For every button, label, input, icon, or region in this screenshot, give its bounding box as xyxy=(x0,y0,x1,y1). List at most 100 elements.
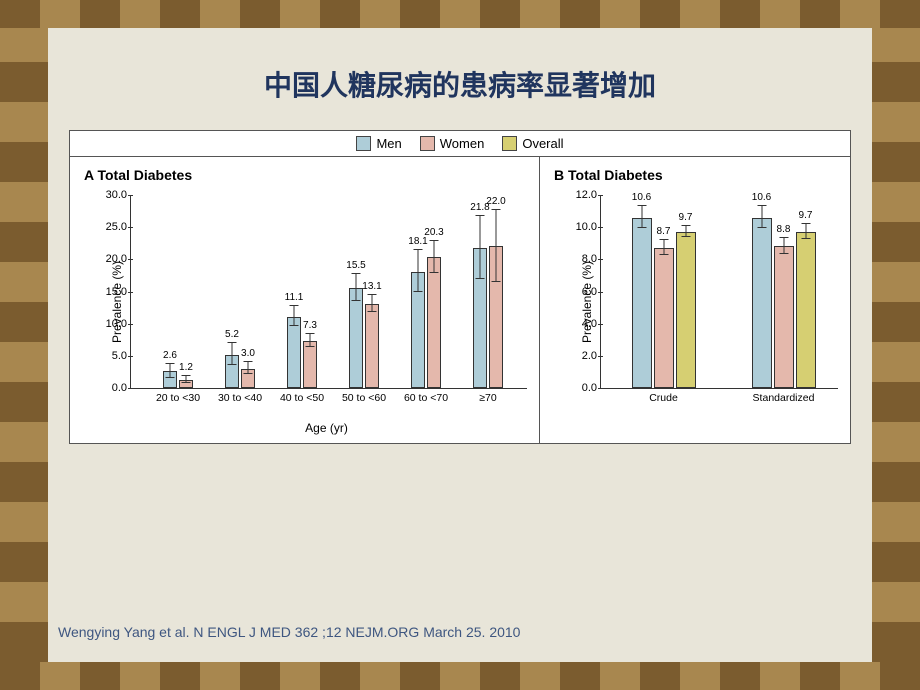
bar: 8.8 xyxy=(774,246,794,388)
x-tick-label: 20 to <30 xyxy=(156,388,200,404)
panels-row: A Total Diabetes Prevalence (%) 0.05.010… xyxy=(70,157,850,443)
bar-group: 5.23.0 xyxy=(220,355,260,388)
error-bar xyxy=(641,205,642,228)
error-bar xyxy=(372,294,373,312)
bar-group: 21.822.0 xyxy=(468,246,508,388)
legend-item-overall: Overall xyxy=(502,136,563,151)
bar-value-label: 8.8 xyxy=(777,224,791,235)
y-tick: 12.0 xyxy=(561,189,597,201)
bar: 5.2 xyxy=(225,355,239,388)
error-bar xyxy=(480,215,481,279)
y-tick: 2.0 xyxy=(561,350,597,362)
bar: 15.5 xyxy=(349,288,363,388)
y-tick: 8.0 xyxy=(561,253,597,265)
y-tick: 4.0 xyxy=(561,318,597,330)
bar: 10.6 xyxy=(632,218,652,388)
error-bar xyxy=(805,223,806,239)
error-bar xyxy=(418,249,419,293)
panel-a-chart: Prevalence (%) 0.05.010.015.020.025.030.… xyxy=(80,187,533,417)
legend-label-men: Men xyxy=(376,136,401,151)
y-tick: 20.0 xyxy=(91,253,127,265)
bar-value-label: 10.6 xyxy=(752,192,771,203)
x-tick-label: Crude xyxy=(649,388,678,404)
panel-a-xlabel: Age (yr) xyxy=(120,421,533,435)
y-tick: 0.0 xyxy=(561,382,597,394)
bar-value-label: 22.0 xyxy=(486,196,505,207)
bar: 7.3 xyxy=(303,341,317,388)
bar-value-label: 9.7 xyxy=(679,212,693,223)
y-tick: 30.0 xyxy=(91,189,127,201)
panel-b-ylabel: Prevalence (%) xyxy=(580,261,594,343)
panel-a-ylabel: Prevalence (%) xyxy=(110,261,124,343)
error-bar xyxy=(232,342,233,365)
legend-label-overall: Overall xyxy=(522,136,563,151)
error-bar xyxy=(434,240,435,273)
error-bar xyxy=(783,237,784,253)
slide-title: 中国人糖尿病的患病率显著增加 xyxy=(58,64,862,104)
x-tick-label: 60 to <70 xyxy=(404,388,448,404)
bar-value-label: 7.3 xyxy=(303,320,317,331)
figure-container: Men Women Overall A Total Diabetes Preva… xyxy=(69,130,851,444)
panel-a-plot: 0.05.010.015.020.025.030.02.61.220 to <3… xyxy=(130,195,527,389)
y-tick: 6.0 xyxy=(561,286,597,298)
bar-value-label: 13.1 xyxy=(362,281,381,292)
bar: 3.0 xyxy=(241,369,255,388)
bar-value-label: 3.0 xyxy=(241,348,255,359)
bar: 22.0 xyxy=(489,246,503,388)
error-bar xyxy=(248,361,249,374)
bar: 8.7 xyxy=(654,248,674,388)
bar-value-label: 10.6 xyxy=(632,192,651,203)
error-bar xyxy=(685,225,686,238)
y-tick: 0.0 xyxy=(91,382,127,394)
bar-group: 10.68.79.7 xyxy=(624,218,704,388)
legend-item-women: Women xyxy=(420,136,485,151)
legend-label-women: Women xyxy=(440,136,485,151)
bar-value-label: 11.1 xyxy=(285,292,304,303)
panel-b: B Total Diabetes Prevalence (%) 0.02.04.… xyxy=(540,157,850,443)
bar-group: 2.61.2 xyxy=(158,371,198,388)
bar-value-label: 1.2 xyxy=(179,362,193,373)
error-bar xyxy=(310,333,311,347)
bar-value-label: 8.7 xyxy=(657,226,671,237)
citation-text: Wengying Yang et al. N ENGL J MED 362 ;1… xyxy=(58,624,520,640)
y-tick: 15.0 xyxy=(91,286,127,298)
bar: 13.1 xyxy=(365,304,379,388)
y-tick: 10.0 xyxy=(91,318,127,330)
error-bar xyxy=(761,205,762,228)
bar: 2.6 xyxy=(163,371,177,388)
panel-a-title: A Total Diabetes xyxy=(84,167,533,183)
bar-group: 18.120.3 xyxy=(406,257,446,388)
y-tick: 25.0 xyxy=(91,221,127,233)
panel-a: A Total Diabetes Prevalence (%) 0.05.010… xyxy=(70,157,540,443)
error-bar xyxy=(294,305,295,326)
bar-group: 15.513.1 xyxy=(344,288,384,388)
bar: 18.1 xyxy=(411,272,425,388)
bar-group: 11.17.3 xyxy=(282,317,322,388)
bar-value-label: 5.2 xyxy=(225,329,239,340)
bar: 9.7 xyxy=(676,232,696,388)
bar: 11.1 xyxy=(287,317,301,388)
panel-b-title: B Total Diabetes xyxy=(554,167,844,183)
error-bar xyxy=(663,239,664,255)
bar-group: 10.68.89.7 xyxy=(744,218,824,388)
error-bar xyxy=(356,273,357,301)
chart-legend: Men Women Overall xyxy=(70,131,850,157)
bar-value-label: 15.5 xyxy=(346,260,365,271)
bar: 1.2 xyxy=(179,380,193,388)
legend-item-men: Men xyxy=(356,136,401,151)
panel-b-chart: Prevalence (%) 0.02.04.06.08.010.012.010… xyxy=(550,187,844,417)
legend-swatch-overall xyxy=(502,136,517,151)
panel-b-plot: 0.02.04.06.08.010.012.010.68.79.7Crude10… xyxy=(600,195,838,389)
error-bar xyxy=(186,375,187,383)
x-tick-label: 50 to <60 xyxy=(342,388,386,404)
legend-swatch-men xyxy=(356,136,371,151)
bar-value-label: 20.3 xyxy=(424,227,443,238)
bar: 20.3 xyxy=(427,257,441,388)
decorative-border-bottom xyxy=(0,662,920,690)
slide-content: 中国人糖尿病的患病率显著增加 Men Women Overall A Total… xyxy=(48,28,872,662)
x-tick-label: 30 to <40 xyxy=(218,388,262,404)
bar-value-label: 9.7 xyxy=(799,210,813,221)
bar-value-label: 2.6 xyxy=(163,350,177,361)
x-tick-label: ≥70 xyxy=(479,388,496,404)
x-tick-label: Standardized xyxy=(753,388,815,404)
